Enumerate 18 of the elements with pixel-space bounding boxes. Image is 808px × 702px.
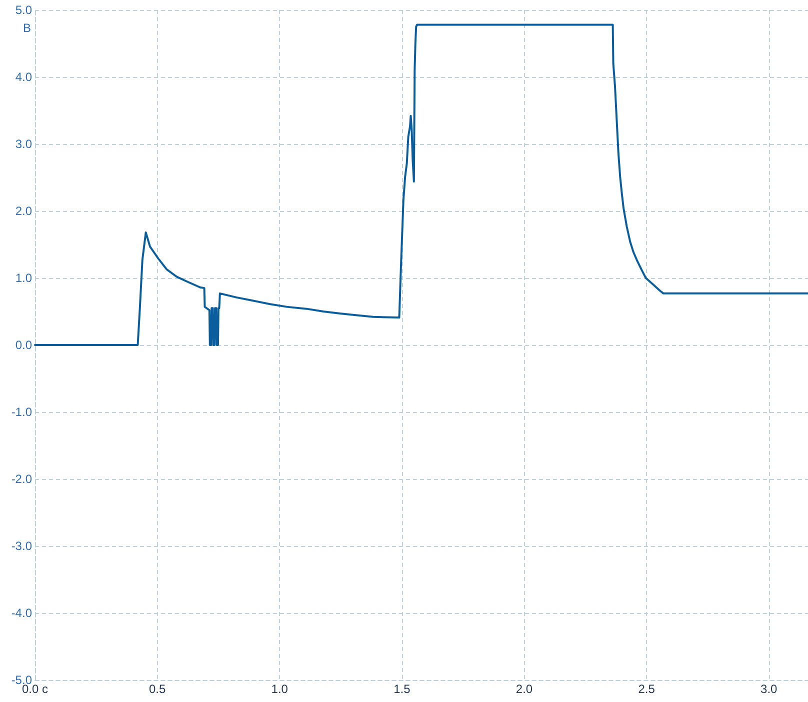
x-tick-label: 2.0 xyxy=(516,682,533,696)
y-tick-label: 0.0 xyxy=(15,338,32,352)
y-tick-label: 3.0 xyxy=(15,137,32,151)
y-tick-label: 4.0 xyxy=(15,70,32,84)
y-tick-label: -4.0 xyxy=(11,606,32,620)
line-series xyxy=(34,24,808,346)
y-axis-title: В xyxy=(22,21,31,35)
x-tick-label: 2.5 xyxy=(638,682,656,696)
y-tick-label: 2.0 xyxy=(15,204,32,218)
y-tick-label: 5.0 xyxy=(15,3,32,17)
y-tick-label: -2.0 xyxy=(11,472,32,486)
x-tick-label: 1.0 xyxy=(271,682,288,696)
y-tick-label: -1.0 xyxy=(11,405,32,419)
x-tick-label: 3.0 xyxy=(760,682,778,696)
x-tick-label: 0.5 xyxy=(148,682,166,696)
y-tick-label: 1.0 xyxy=(15,271,32,285)
x-tick-label: 1.5 xyxy=(394,682,411,696)
y-tick-label: -3.0 xyxy=(11,539,32,553)
